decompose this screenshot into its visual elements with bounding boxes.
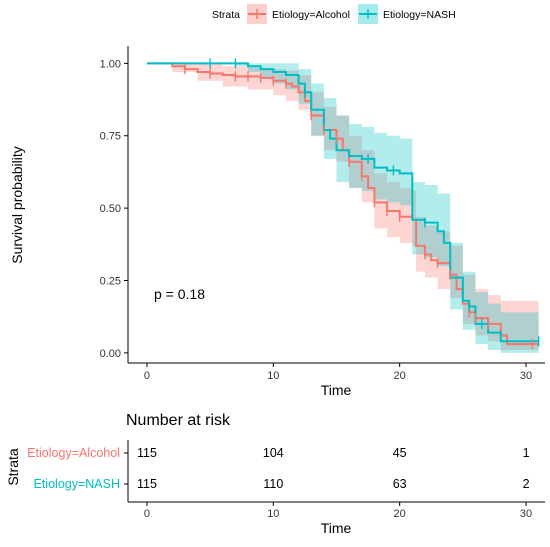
risk-count: 115 <box>137 446 157 460</box>
risk-count: 115 <box>137 477 157 491</box>
y-tick-label: 1.00 <box>100 58 121 70</box>
risk-x-tick-label: 0 <box>144 508 150 520</box>
x-axis-title: Time <box>321 382 352 398</box>
risk-count: 63 <box>393 477 407 491</box>
risk-table-x-title: Time <box>321 520 352 536</box>
y-tick-label: 0.00 <box>100 348 121 360</box>
confidence-band-etiology-nash <box>146 63 539 353</box>
risk-row-label: Etiology=Alcohol <box>27 446 120 460</box>
censor-marks <box>184 58 540 350</box>
legend-title: Strata <box>212 9 240 21</box>
p-value-annotation: p = 0.18 <box>154 286 205 302</box>
x-tick-label: 30 <box>520 370 532 382</box>
confidence-bands <box>146 63 539 353</box>
y-tick-label: 0.75 <box>100 131 121 143</box>
risk-x-tick-label: 20 <box>394 508 406 520</box>
survival-curve-etiology-nash <box>146 62 539 343</box>
survival-plot: 0.00 0.25 0.50 0.75 1.00 0 10 20 30 p = 0.18 Tim… <box>9 46 545 398</box>
risk-count: 45 <box>393 446 407 460</box>
risk-count: 110 <box>263 477 283 491</box>
legend-item-alcohol: Etiology=Alcohol <box>247 4 350 24</box>
confidence-band-etiology-alcohol <box>146 63 539 350</box>
main-axes: 0.00 0.25 0.50 0.75 1.00 0 10 20 30 <box>100 46 545 382</box>
x-tick-label: 20 <box>394 370 406 382</box>
risk-count: 104 <box>263 446 284 460</box>
legend-item-nash: Etiology=NASH <box>358 4 456 24</box>
x-tick-label: 0 <box>144 370 150 382</box>
legend: Strata Etiology=Alcohol Etiology=NASH <box>212 4 456 24</box>
y-tick-label: 0.50 <box>100 203 121 215</box>
risk-count: 1 <box>523 446 530 460</box>
x-tick-label: 10 <box>267 370 279 382</box>
risk-row-label: Etiology=NASH <box>34 477 121 491</box>
y-axis-title: Survival probability <box>9 146 25 264</box>
y-tick-label: 0.25 <box>100 275 121 287</box>
risk-table: Number at risk Strata Etiology=Alcohol 11… <box>5 412 545 536</box>
risk-x-tick-label: 30 <box>520 508 532 520</box>
risk-table-y-title: Strata <box>5 448 21 486</box>
legend-label-alcohol: Etiology=Alcohol <box>272 9 350 21</box>
risk-count: 2 <box>523 477 530 491</box>
risk-table-title: Number at risk <box>126 412 231 429</box>
risk-table-rows: Etiology=Alcohol 115 104 45 1 Etiology=NASH 11… <box>27 446 529 491</box>
legend-label-nash: Etiology=NASH <box>383 9 456 21</box>
risk-x-tick-label: 10 <box>267 508 279 520</box>
risk-table-axes: 0 10 20 30 <box>127 440 545 520</box>
